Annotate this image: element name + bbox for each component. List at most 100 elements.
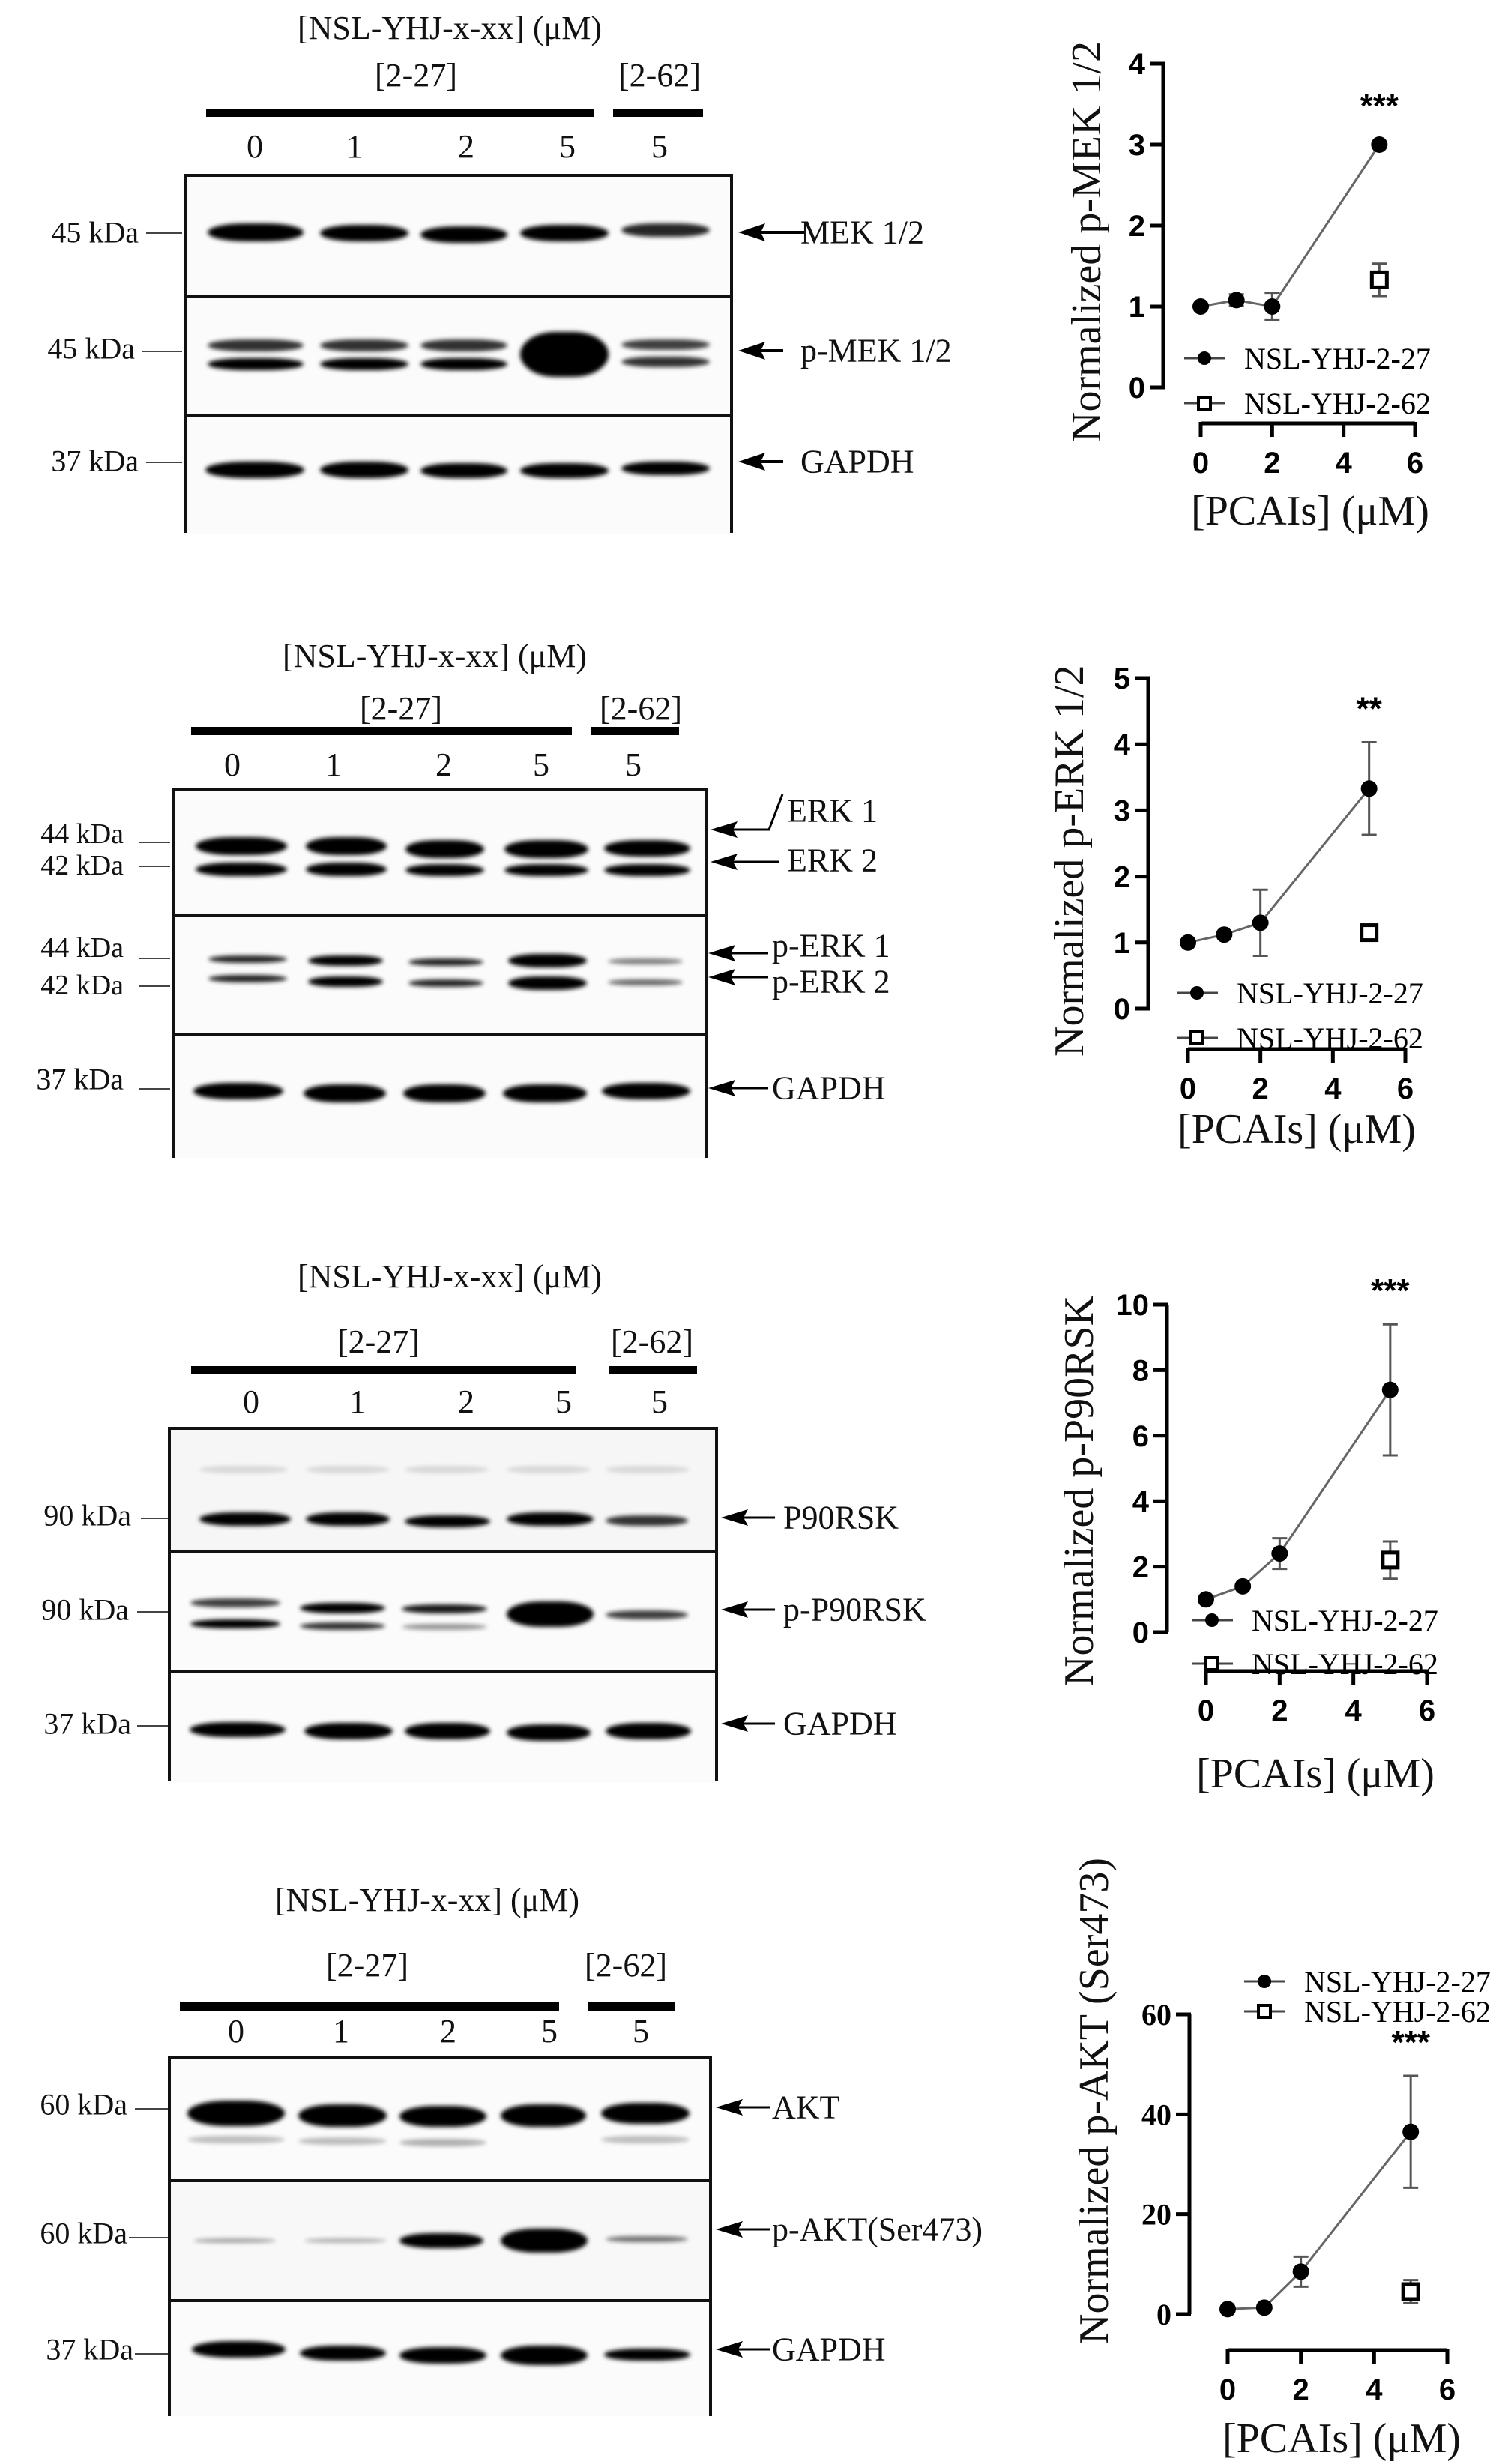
kda-tick (142, 351, 182, 352)
arrow-icon (738, 342, 783, 360)
lane-label: 1 (349, 1383, 366, 1420)
svg-text:4: 4 (1114, 728, 1131, 761)
lane-label: 0 (228, 2013, 244, 2050)
kda-marker: 90 kDa (41, 1592, 129, 1627)
lane-label: 5 (555, 1383, 572, 1420)
arrow-icon (711, 854, 779, 870)
blot-strip-erk (175, 791, 705, 915)
svg-text:0: 0 (1114, 993, 1130, 1026)
svg-text:2: 2 (1252, 1072, 1269, 1105)
svg-text:***: *** (1391, 2024, 1430, 2061)
group-label-2-27: [2-27] (375, 57, 457, 94)
protein-label: p-ERK 2 (772, 963, 890, 1000)
group-label-2-27: [2-27] (360, 690, 442, 727)
compound-header: [NSL-YHJ-x-xx] (μM) (297, 10, 603, 46)
line-chart: 0 2 4 6 8 10 0 2 4 6 *** NSL-YHJ-2-27 NSL-YHJ-2-62 (1116, 1272, 1438, 1727)
kda-tick (135, 2353, 168, 2355)
lane-label: 5 (625, 746, 642, 783)
lane-label: 5 (559, 128, 576, 165)
svg-text:NSL-YHJ-2-27: NSL-YHJ-2-27 (1244, 342, 1431, 375)
protein-label: ERK 1 (787, 792, 878, 830)
blot-strip-gapdh (171, 1670, 715, 1783)
kda-tick (137, 1611, 168, 1613)
svg-text:4: 4 (1324, 1072, 1342, 1105)
x-axis-label: [PCAIs] (μM) (1196, 1751, 1435, 1797)
kda-tick (137, 1725, 168, 1727)
svg-text:1: 1 (1129, 291, 1145, 324)
svg-text:6: 6 (1132, 1420, 1149, 1453)
svg-text:3: 3 (1129, 129, 1145, 162)
lane-label: 5 (533, 746, 549, 783)
svg-text:4: 4 (1366, 2373, 1383, 2406)
arrow-icon (721, 1601, 775, 1618)
lane-label: 0 (247, 128, 263, 165)
arrow-icon (716, 2221, 770, 2238)
svg-text:***: *** (1360, 88, 1399, 124)
svg-text:2: 2 (1264, 447, 1280, 480)
group-bar-2-27 (180, 2002, 559, 2011)
kda-marker: 60 kDa (40, 2216, 127, 2250)
arrow-icon (708, 1080, 768, 1096)
kda-marker: 60 kDa (40, 2087, 127, 2122)
lane-label: 2 (458, 1383, 474, 1420)
svg-text:0: 0 (1192, 447, 1209, 480)
kda-marker: 37 kDa (36, 1062, 124, 1096)
compound-header: [NSL-YHJ-x-xx] (μM) (274, 1882, 580, 1918)
blot-strip-gapdh (175, 1033, 705, 1158)
svg-text:10: 10 (1116, 1289, 1150, 1322)
lane-label: 1 (333, 2013, 349, 2050)
svg-text:4: 4 (1129, 48, 1146, 81)
svg-text:NSL-YHJ-2-62: NSL-YHJ-2-62 (1244, 387, 1431, 420)
group-label-2-27: [2-27] (326, 1947, 408, 1984)
blot-strip-mek (187, 177, 730, 297)
kda-marker: 42 kDa (40, 850, 124, 881)
compound-header: [NSL-YHJ-x-xx] (μM) (282, 638, 588, 674)
x-axis-label: [PCAIs] (μM) (1191, 488, 1429, 534)
arrow-icon (738, 453, 783, 471)
kda-tick (146, 462, 182, 463)
svg-text:6: 6 (1419, 1694, 1435, 1727)
protein-label: MEK 1/2 (800, 214, 924, 251)
protein-label: ERK 2 (787, 842, 878, 879)
lane-label: 5 (633, 2013, 649, 2050)
svg-text:NSL-YHJ-2-62: NSL-YHJ-2-62 (1237, 1021, 1423, 1055)
arrow-icon (708, 969, 768, 985)
svg-text:2: 2 (1132, 1551, 1149, 1584)
protein-label: p-ERK 1 (772, 927, 890, 964)
arrow-icon (738, 223, 804, 241)
group-bar-2-62 (609, 1366, 697, 1374)
svg-text:NSL-YHJ-2-62: NSL-YHJ-2-62 (1252, 1647, 1438, 1681)
lane-label: 0 (243, 1383, 259, 1420)
arrow-icon (711, 794, 784, 838)
svg-text:0: 0 (1219, 2373, 1236, 2406)
protein-label: P90RSK (783, 1499, 899, 1536)
blot-strip-p-erk (175, 914, 705, 1035)
svg-text:4: 4 (1336, 447, 1353, 480)
svg-text:40: 40 (1141, 2098, 1171, 2131)
svg-text:20: 20 (1141, 2198, 1171, 2232)
kda-tick (139, 985, 170, 987)
blot-strip-p-p90rsk (171, 1550, 715, 1672)
protein-label: p-MEK 1/2 (800, 332, 952, 369)
svg-text:**: ** (1357, 691, 1383, 728)
group-bar-2-27 (206, 109, 594, 117)
group-label-2-62: [2-62] (611, 1323, 693, 1360)
svg-text:6: 6 (1407, 447, 1423, 480)
group-label-2-62: [2-62] (585, 1947, 667, 1984)
kda-marker: 37 kDa (43, 1706, 131, 1741)
svg-text:NSL-YHJ-2-62: NSL-YHJ-2-62 (1304, 1995, 1491, 2029)
arrow-icon (716, 2341, 770, 2358)
svg-text:5: 5 (1114, 662, 1130, 695)
svg-text:0: 0 (1156, 2298, 1171, 2331)
western-blot-erk (172, 788, 708, 1158)
arrow-icon (721, 1509, 775, 1526)
kda-tick (129, 2237, 168, 2238)
svg-text:0: 0 (1132, 1616, 1149, 1649)
kda-tick (139, 866, 170, 867)
kda-tick (135, 2108, 168, 2110)
svg-text:0: 0 (1180, 1072, 1196, 1105)
kda-tick (139, 842, 170, 843)
kda-tick (141, 1518, 168, 1519)
lane-label: 5 (651, 1383, 668, 1420)
blot-strip-akt (171, 2059, 709, 2181)
